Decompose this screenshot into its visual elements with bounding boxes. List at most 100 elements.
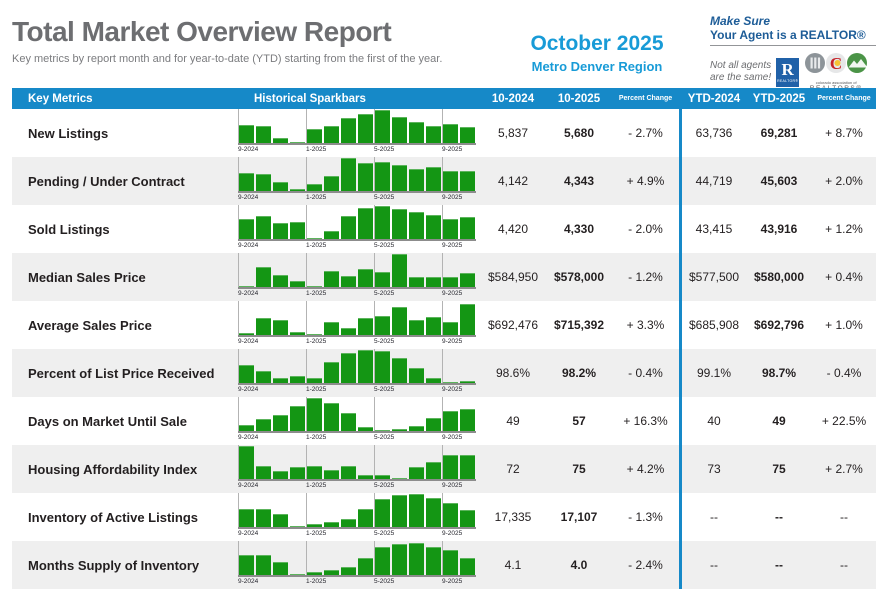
- sparkbar-bars: [238, 157, 476, 193]
- col-header-ytd-prev: YTD-2024: [687, 92, 741, 105]
- sparkbar-bar: [239, 365, 254, 383]
- table-row: Inventory of Active Listings 9-2024 1-202…: [12, 493, 876, 541]
- col-header-ytd-curr: YTD-2025: [752, 92, 806, 105]
- sparkbar-bar: [392, 544, 407, 575]
- sparkbar-gridline: [374, 301, 375, 335]
- value-month-curr: 5,680: [563, 126, 595, 140]
- sparkbar-axis-label: 1-2025: [306, 242, 327, 249]
- value-month-pct-change: - 2.4%: [628, 558, 663, 572]
- metric-label: Inventory of Active Listings: [28, 509, 198, 525]
- sparkbar-bar: [341, 328, 356, 335]
- value-ytd-pct-change: + 8.7%: [825, 126, 863, 140]
- report-region: Metro Denver Region: [531, 59, 663, 74]
- sparkbar-gridline: [442, 301, 443, 335]
- section-divider: [679, 253, 682, 301]
- table-row: Months Supply of Inventory 9-2024 1-2025 5…: [12, 541, 876, 589]
- value-ytd-curr: 45,603: [760, 174, 798, 188]
- sparkbar-axis-label: 1-2025: [306, 194, 327, 201]
- sparkbar-bar: [307, 398, 322, 431]
- sparkbar-bar: [341, 216, 356, 239]
- sparkbar-bar: [324, 362, 339, 383]
- sparkbar-bar: [324, 403, 339, 431]
- table-header-row: Key Metrics Historical Sparkbars 10-2024…: [12, 88, 876, 109]
- sparkbar-bar: [341, 466, 356, 479]
- sparkbar-bar: [392, 307, 407, 335]
- metric-label: Days on Market Until Sale: [28, 413, 187, 429]
- sparkbar-bar: [256, 216, 271, 239]
- sparkbar-axis-label: 9-2024: [238, 194, 259, 201]
- sparkbar-bar: [239, 125, 254, 143]
- sparkbar-bar: [358, 509, 373, 527]
- table-row: New Listings 9-2024 1-2025 5-2025 9-2025 5,…: [12, 109, 876, 157]
- historical-sparkbar-chart: 9-2024 1-2025 5-2025 9-2025: [238, 493, 476, 540]
- report-month: October 2025: [530, 32, 664, 55]
- sparkbar-bar: [375, 162, 390, 191]
- sparkbar-bar: [409, 212, 424, 239]
- sparkbar-axis-label: 1-2025: [306, 338, 327, 345]
- sparkbar-axis-labels: 9-2024 1-2025 5-2025 9-2025: [238, 193, 476, 202]
- value-ytd-prev: 40: [707, 414, 721, 428]
- page-header: Total Market Overview Report Key metrics…: [0, 0, 886, 92]
- sparkbar-axis-labels: 9-2024 1-2025 5-2025 9-2025: [238, 337, 476, 346]
- sparkbar-axis-label: 1-2025: [306, 578, 327, 585]
- sparkbar-bar: [392, 495, 407, 527]
- value-ytd-pct-change: --: [840, 558, 848, 572]
- value-ytd-pct-change: + 2.0%: [825, 174, 863, 188]
- value-ytd-pct-change: + 1.0%: [825, 318, 863, 332]
- promo-headline: Make Sure Your Agent is a REALTOR®: [710, 14, 876, 46]
- sparkbar-axis-label: 9-2025: [442, 578, 463, 585]
- value-month-prev: 98.6%: [495, 366, 531, 380]
- value-month-prev: 4,420: [497, 222, 529, 236]
- promo-agent-text: Your Agent is a REALTOR®: [710, 28, 866, 42]
- sparkbar-bar: [460, 217, 475, 239]
- sparkbar-bar: [460, 409, 475, 431]
- value-month-prev: 4.1: [504, 558, 522, 572]
- sparkbar-bar: [290, 281, 305, 287]
- sparkbar-bar: [409, 122, 424, 143]
- value-month-curr: 75: [572, 462, 586, 476]
- col-header-key-metrics: Key Metrics: [28, 92, 93, 105]
- sparkbar-axis-labels: 9-2024 1-2025 5-2025 9-2025: [238, 241, 476, 250]
- sparkbar-axis-label: 9-2024: [238, 530, 259, 537]
- sparkbar-gridline: [374, 541, 375, 575]
- sparkbar-axis-label: 9-2024: [238, 386, 259, 393]
- sparkbar-bar: [273, 138, 288, 143]
- section-divider: [679, 301, 682, 349]
- value-ytd-curr: $580,000: [753, 270, 805, 284]
- sparkbar-gridline: [374, 109, 375, 143]
- sparkbar-gridline: [306, 205, 307, 239]
- sparkbar-axis-labels: 9-2024 1-2025 5-2025 9-2025: [238, 529, 476, 538]
- sparkbar-gridline: [306, 493, 307, 527]
- sparkbar-bar: [409, 368, 424, 383]
- sparkbar-axis-label: 9-2025: [442, 338, 463, 345]
- value-ytd-prev: 99.1%: [696, 366, 732, 380]
- sparkbar-bar: [239, 509, 254, 527]
- sparkbar-bar: [392, 165, 407, 191]
- sparkbar-axis-label: 5-2025: [374, 242, 395, 249]
- sparkbar-bar: [443, 277, 458, 287]
- section-divider: [679, 541, 682, 589]
- sparkbar-bar: [273, 562, 288, 575]
- sparkbar-bar: [239, 333, 254, 335]
- sparkbar-bar: [392, 429, 407, 431]
- value-ytd-curr: --: [775, 558, 783, 572]
- sparkbar-gridline: [238, 541, 239, 575]
- sparkbar-gridline: [374, 253, 375, 287]
- page-title: Total Market Overview Report: [12, 16, 392, 47]
- sparkbar-bar: [256, 509, 271, 527]
- realtor-r-logo-icon: R REALTOR®: [776, 57, 800, 87]
- sparkbar-bar: [239, 425, 254, 431]
- sparkbar-bar: [341, 413, 356, 431]
- sparkbar-bar: [341, 519, 356, 527]
- sparkbar-axis-label: 1-2025: [306, 530, 327, 537]
- sparkbar-bar: [460, 381, 475, 383]
- sparkbar-gridline: [374, 349, 375, 383]
- sparkbar-bar: [426, 462, 441, 479]
- sparkbar-axis-label: 5-2025: [374, 434, 395, 441]
- sparkbar-gridline: [374, 397, 375, 431]
- value-month-pct-change: - 1.2%: [628, 270, 663, 284]
- sparkbar-bars: [238, 397, 476, 433]
- sparkbar-gridline: [442, 445, 443, 479]
- sparkbar-axis-label: 1-2025: [306, 434, 327, 441]
- sparkbar-bar: [290, 467, 305, 479]
